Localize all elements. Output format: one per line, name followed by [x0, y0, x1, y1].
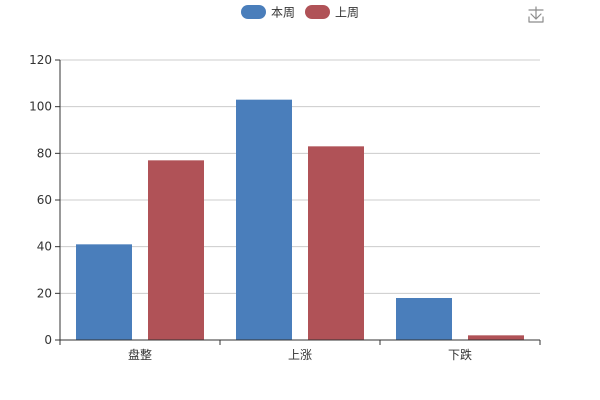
chart-legend[interactable]: 本周 上周 [241, 5, 359, 20]
legend-item-series-0[interactable]: 本周 [241, 5, 295, 20]
y-tick-label: 80 [37, 146, 52, 160]
legend-swatch [241, 5, 266, 19]
y-tick-label: 120 [29, 53, 52, 67]
y-tick-label: 20 [37, 286, 52, 300]
bar-series-0-category-1[interactable] [236, 99, 292, 341]
bar-series-0-category-0[interactable] [76, 244, 132, 340]
legend-swatch [305, 5, 330, 19]
legend-label: 上周 [335, 6, 359, 20]
bar-series-1-category-1[interactable] [308, 146, 364, 340]
bar-series-0-category-2[interactable] [396, 298, 452, 340]
bar-series-1-category-2[interactable] [468, 335, 524, 340]
bar-series-1-category-0[interactable] [148, 160, 204, 340]
y-tick-label: 60 [37, 193, 52, 207]
y-tick-label: 0 [44, 333, 52, 347]
y-tick-label: 40 [37, 240, 52, 254]
axes [55, 59, 541, 345]
legend-label: 本周 [271, 6, 295, 20]
x-tick-label: 上涨 [288, 347, 312, 362]
x-tick-label: 盘整 [128, 347, 152, 362]
tick-labels: 0 20 40 60 80 100 120 盘整 上涨 下跌 [29, 53, 472, 362]
bar-series [76, 99, 524, 341]
save-as-image-button[interactable] [528, 6, 544, 23]
y-tick-label: 100 [29, 100, 52, 114]
x-tick-label: 下跌 [448, 347, 472, 362]
grid-lines [60, 59, 540, 294]
legend-item-series-1[interactable]: 上周 [305, 5, 359, 20]
download-icon [528, 6, 544, 23]
